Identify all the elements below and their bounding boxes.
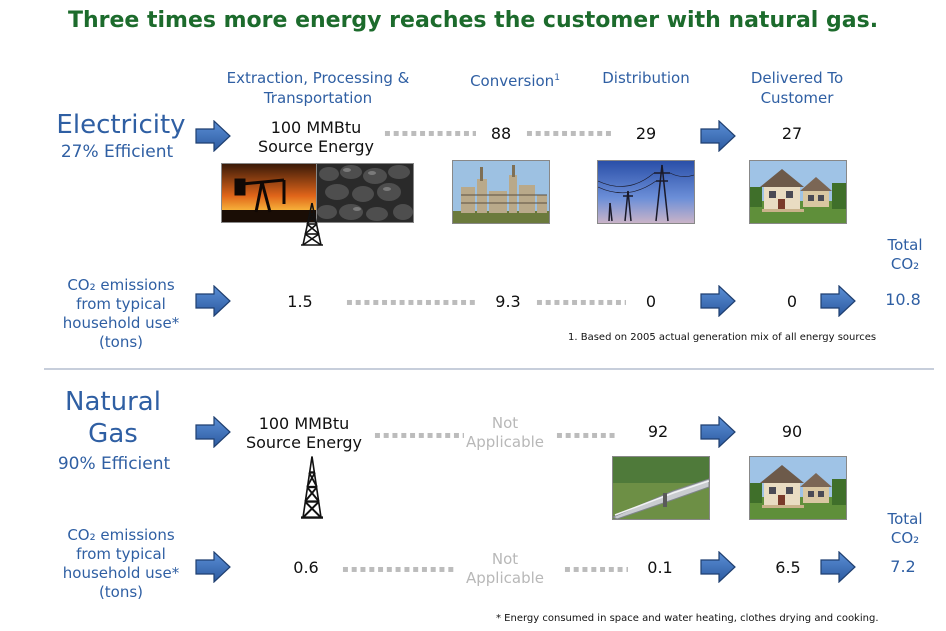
electricity-source-label: Source Energy [257, 137, 375, 156]
arrow-right-icon [195, 120, 231, 152]
natural-gas-conversion-na-line1: Not [491, 414, 519, 432]
arrow-right-icon [195, 285, 231, 317]
footnote-mark: 1 [554, 73, 560, 83]
oil-derrick-icon [300, 202, 324, 246]
house-photo [749, 160, 847, 224]
arrow-right-icon [700, 551, 736, 583]
natural-gas-co2-label: CO₂ emissions from typical household use… [62, 526, 180, 601]
natural-gas-co2-distribution: 0.1 [647, 558, 673, 577]
electricity-label: Electricity [56, 110, 186, 140]
electricity-co2-delivered: 0 [786, 292, 798, 311]
dotted-connector: ▪▪▪▪▪▪▪▪▪▪▪▪▪▪▪▪ [384, 128, 476, 139]
stage-header-conversion: Conversion1 [456, 68, 574, 91]
oil-derrick-icon [300, 455, 324, 519]
natural-gas-co2-conversion-na-line2: Applicable [466, 569, 544, 587]
electricity-co2-distribution: 0 [645, 292, 657, 311]
electricity-co2-label: CO₂ emissions from typical household use… [62, 276, 180, 351]
dotted-connector: ▪▪▪▪▪▪▪▪▪▪▪▪▪▪▪▪▪▪▪ [342, 564, 454, 575]
dotted-connector: ▪▪▪▪▪▪▪▪▪▪▪▪▪▪▪▪ [526, 128, 612, 139]
stage-header-delivered: Delivered To Customer [750, 69, 844, 107]
natural-gas-co2-delivered: 6.5 [775, 558, 801, 577]
electricity-efficiency: 27% Efficient [60, 142, 174, 162]
house-photo [749, 456, 847, 520]
natural-gas-co2-extraction: 0.6 [293, 558, 319, 577]
power-plant-photo [452, 160, 550, 224]
electricity-total-co2-value: 10.8 [885, 290, 921, 309]
coal-photo [316, 163, 414, 223]
natural-gas-conversion-na-line2: Applicable [466, 433, 544, 451]
oil-pump-photo [221, 163, 319, 223]
footnote-1: 1. Based on 2005 actual generation mix o… [568, 332, 877, 343]
arrow-right-icon [700, 120, 736, 152]
footnote-star: * Energy consumed in space and water hea… [496, 613, 879, 624]
electricity-total-co2-label: Total CO₂ [887, 236, 923, 273]
electricity-distribution-value: 29 [635, 124, 657, 143]
arrow-right-icon [700, 416, 736, 448]
natural-gas-distribution-value: 92 [647, 422, 669, 441]
arrow-right-icon [700, 285, 736, 317]
arrow-right-icon [195, 551, 231, 583]
natural-gas-label-line2: Gas [88, 419, 138, 449]
section-divider [44, 368, 934, 370]
dotted-connector: ▪▪▪▪▪▪▪▪▪▪ [564, 564, 628, 575]
natural-gas-co2-conversion-na-line1: Not [491, 550, 519, 568]
dotted-connector: ▪▪▪▪▪▪▪▪▪▪▪▪▪▪▪▪▪▪▪▪▪▪ [346, 297, 476, 308]
dotted-connector: ▪▪▪▪▪▪▪▪▪▪▪▪▪▪▪▪ [536, 297, 626, 308]
natural-gas-label-line1: Natural [65, 387, 161, 417]
pipeline-photo [612, 456, 710, 520]
stage-header-extraction: Extraction, Processing & Transportation [226, 69, 410, 107]
natural-gas-source-value: 100 MMBtu [258, 414, 350, 433]
arrow-right-icon [195, 416, 231, 448]
natural-gas-delivered-value: 90 [781, 422, 803, 441]
dotted-connector: ▪▪▪▪▪▪▪▪▪▪▪▪▪▪▪▪ [374, 430, 464, 441]
natural-gas-efficiency: 90% Efficient [57, 454, 171, 474]
electricity-co2-conversion: 9.3 [495, 292, 521, 311]
natural-gas-total-co2-label: Total CO₂ [887, 510, 923, 547]
stage-header-distribution: Distribution [602, 69, 690, 87]
electricity-delivered-value: 27 [781, 124, 803, 143]
page-title: Three times more energy reaches the cust… [67, 8, 879, 33]
dotted-connector: ▪▪▪▪▪▪▪▪▪▪ [556, 430, 616, 441]
electricity-co2-extraction: 1.5 [287, 292, 313, 311]
power-lines-photo [597, 160, 695, 224]
natural-gas-source-label: Source Energy [245, 433, 363, 452]
arrow-right-icon [820, 285, 856, 317]
arrow-right-icon [820, 551, 856, 583]
natural-gas-total-co2-value: 7.2 [890, 557, 916, 576]
electricity-source-value: 100 MMBtu [270, 118, 362, 137]
electricity-conversion-value: 88 [490, 124, 512, 143]
stage-header-conversion-label: Conversion [470, 72, 555, 90]
